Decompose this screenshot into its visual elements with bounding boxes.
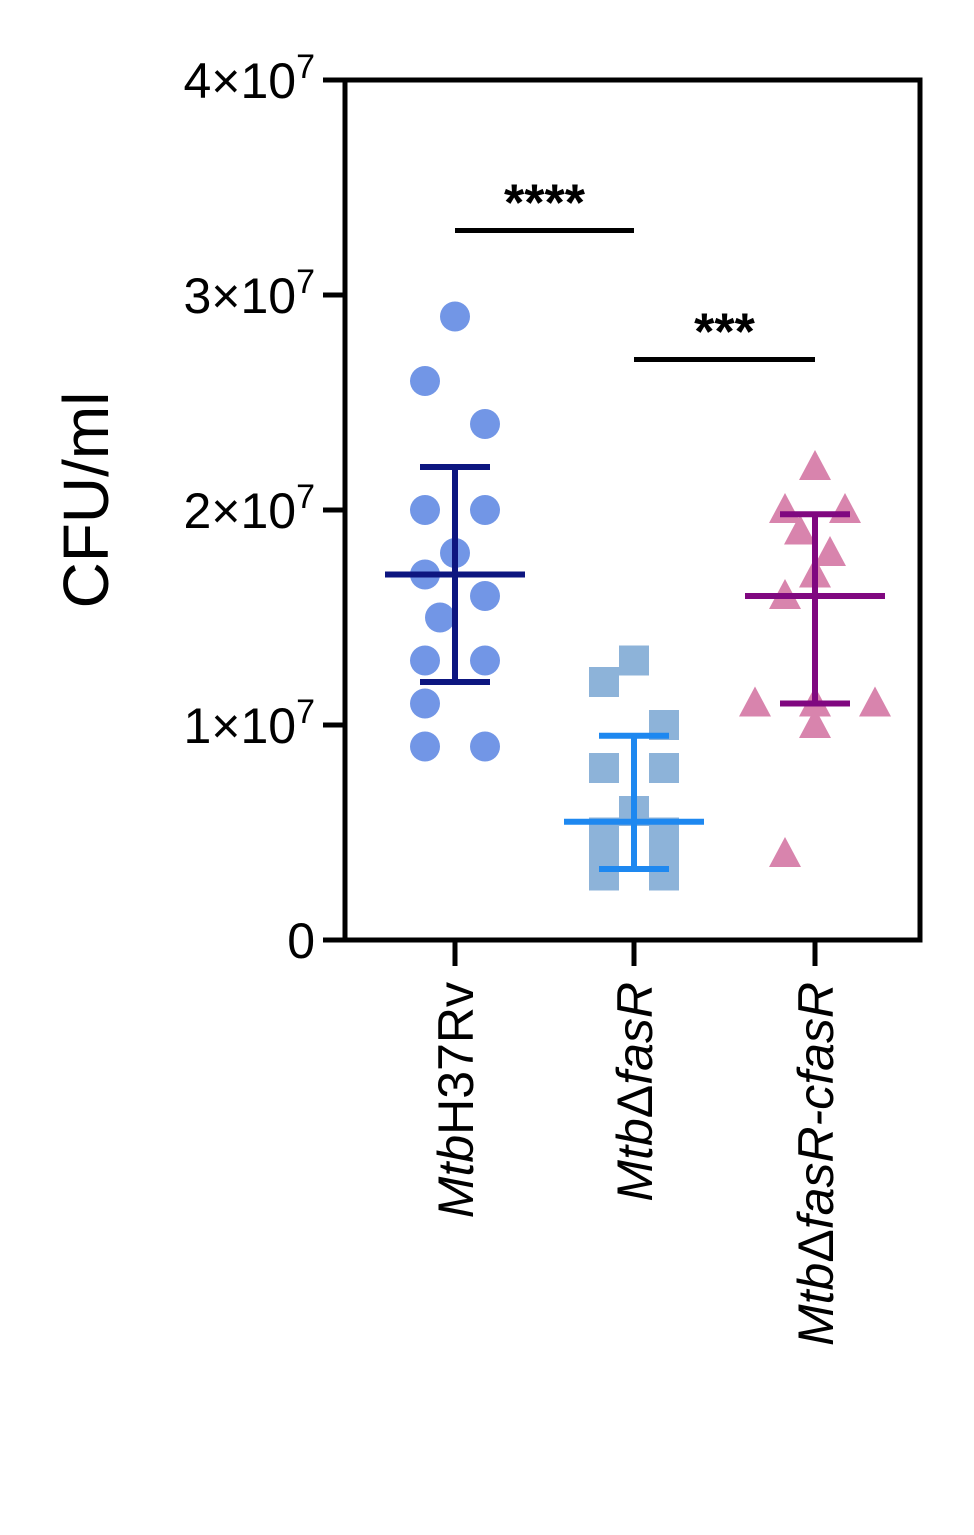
data-point bbox=[470, 645, 500, 676]
y-axis-label: CFU/ml bbox=[50, 392, 122, 609]
data-point bbox=[410, 731, 440, 762]
data-point bbox=[589, 753, 619, 783]
y-tick-label: 3×107 bbox=[183, 263, 315, 324]
data-point bbox=[649, 753, 679, 783]
data-point bbox=[649, 860, 679, 891]
data-point bbox=[859, 686, 891, 717]
data-point bbox=[589, 860, 619, 891]
data-point bbox=[410, 366, 440, 396]
data-point bbox=[799, 450, 831, 480]
y-tick-label: 1×107 bbox=[183, 693, 315, 754]
data-point bbox=[619, 645, 649, 676]
data-point bbox=[410, 688, 440, 719]
data-point bbox=[425, 602, 455, 633]
data-point bbox=[814, 536, 846, 566]
x-category-label: MtbΔfasR-cfasR bbox=[788, 982, 844, 1346]
significance-label: **** bbox=[504, 175, 586, 233]
y-tick-label: 4×107 bbox=[183, 48, 315, 109]
data-point bbox=[784, 514, 816, 545]
data-point bbox=[769, 493, 801, 523]
data-point bbox=[739, 686, 771, 717]
data-point bbox=[440, 301, 470, 332]
data-point bbox=[470, 581, 500, 611]
data-point bbox=[410, 495, 440, 525]
data-point bbox=[799, 708, 831, 738]
data-point bbox=[410, 645, 440, 676]
significance-annotations: ******* bbox=[455, 175, 815, 362]
data-point bbox=[829, 493, 861, 523]
x-category-label: MtbH37Rv bbox=[428, 982, 484, 1218]
axis-labels: CFU/ml bbox=[50, 392, 122, 609]
data-point bbox=[769, 837, 801, 867]
data-point bbox=[470, 409, 500, 439]
mean-sd-bars bbox=[385, 464, 885, 873]
axes: 0 1×107 2×107 3×107 4×107 MtbH37Rv MtbΔfasR Mtb… bbox=[183, 48, 923, 1346]
significance-label: *** bbox=[694, 304, 755, 362]
x-category-label: MtbΔfasR bbox=[607, 982, 663, 1202]
y-tick-label: 0 bbox=[287, 913, 315, 969]
data-point bbox=[470, 731, 500, 762]
data-point bbox=[470, 495, 500, 525]
y-tick-label: 2×107 bbox=[183, 478, 315, 539]
data-point bbox=[589, 667, 619, 697]
